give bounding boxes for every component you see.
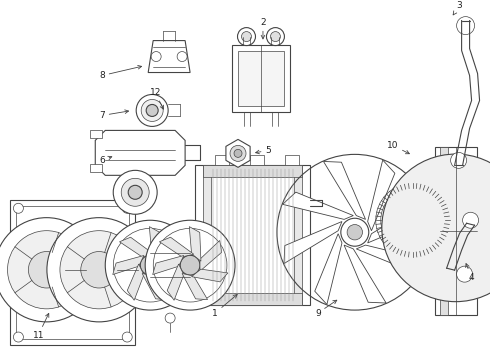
Circle shape [0,218,98,322]
Circle shape [153,228,227,302]
Circle shape [242,32,251,41]
Polygon shape [284,221,342,264]
Bar [440,147,448,315]
Bar [232,45,290,112]
Polygon shape [142,274,168,300]
Bar [215,156,229,165]
Circle shape [457,17,475,35]
Polygon shape [127,264,144,300]
Circle shape [60,231,138,309]
Polygon shape [95,130,185,175]
Bar [238,50,284,107]
Polygon shape [200,240,221,271]
Circle shape [403,210,423,230]
Circle shape [13,203,24,213]
Text: 8: 8 [99,66,142,80]
Bar [16,206,129,339]
Text: 2: 2 [260,18,266,39]
Polygon shape [160,240,182,271]
Circle shape [13,332,24,342]
Circle shape [105,220,195,310]
Circle shape [238,28,255,46]
Bar [203,165,211,305]
Circle shape [141,99,163,121]
Circle shape [113,170,157,214]
Circle shape [457,266,472,282]
Circle shape [382,154,490,302]
Polygon shape [153,256,184,275]
Text: 1: 1 [212,294,237,318]
Circle shape [113,228,187,302]
Polygon shape [149,226,161,261]
Circle shape [28,252,65,288]
Circle shape [267,28,284,46]
Circle shape [234,149,242,157]
Bar [10,200,135,345]
Circle shape [128,185,142,199]
Text: 6: 6 [99,156,112,165]
Polygon shape [226,139,250,167]
Polygon shape [192,269,228,282]
Circle shape [165,313,175,323]
Text: 11: 11 [33,314,49,339]
Circle shape [408,215,417,225]
Text: 9: 9 [315,300,337,318]
Circle shape [146,104,158,116]
Polygon shape [323,161,366,219]
Circle shape [347,225,363,240]
Circle shape [463,212,479,228]
Circle shape [140,255,160,275]
Polygon shape [344,245,386,303]
Circle shape [270,32,280,41]
Bar [203,165,302,177]
Circle shape [389,196,437,244]
Polygon shape [120,237,154,257]
Text: 10: 10 [387,141,409,154]
Circle shape [121,178,149,206]
Circle shape [145,220,235,310]
Bar [195,165,310,305]
Bar [435,147,477,315]
Circle shape [151,51,161,62]
Polygon shape [189,226,201,261]
Bar [250,156,264,165]
Bar [294,165,302,305]
Polygon shape [283,192,353,219]
Circle shape [230,145,246,161]
Circle shape [177,51,187,62]
Circle shape [180,255,200,275]
Polygon shape [148,41,190,72]
Polygon shape [368,160,395,231]
Circle shape [7,231,86,309]
Polygon shape [113,256,144,275]
Polygon shape [182,274,208,300]
Circle shape [122,332,132,342]
Text: 4: 4 [466,264,474,282]
Text: 7: 7 [99,110,128,120]
Text: 3: 3 [453,1,463,15]
Bar [90,165,102,172]
Bar [203,293,302,305]
Polygon shape [368,201,426,243]
Text: 5: 5 [256,146,271,155]
Circle shape [451,152,466,168]
Bar [90,130,102,138]
Polygon shape [356,245,427,272]
Circle shape [341,218,369,246]
Polygon shape [167,264,184,300]
Circle shape [122,203,132,213]
Polygon shape [315,234,342,305]
Circle shape [81,252,117,288]
Text: 12: 12 [149,88,164,109]
Polygon shape [151,269,188,282]
Circle shape [136,94,168,126]
Circle shape [47,218,151,322]
Bar [285,156,299,165]
Circle shape [381,188,444,252]
Polygon shape [159,237,194,257]
